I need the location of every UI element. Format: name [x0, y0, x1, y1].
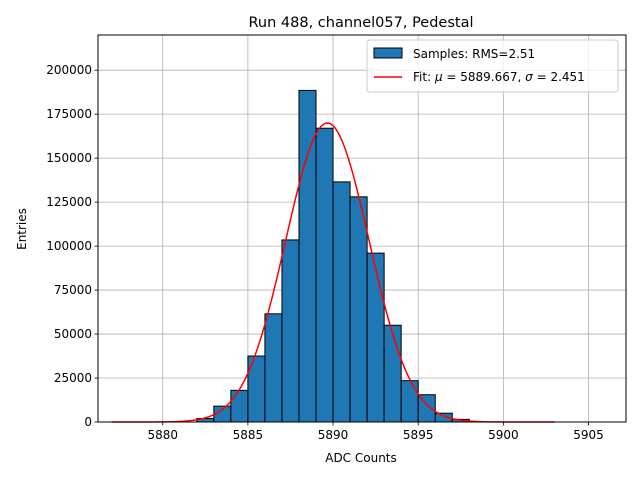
legend-fit-sigma-symbol: σ: [525, 70, 533, 84]
plot-frame: [97, 34, 627, 423]
x-tick-label: 5900: [488, 428, 519, 442]
x-tick-label: 5885: [233, 428, 264, 442]
histogram-bar: [315, 127, 334, 423]
histogram-bar: [230, 389, 249, 423]
legend-fit-sigma-text: = 2.451: [533, 70, 585, 84]
histogram-bar: [383, 324, 402, 423]
x-tick-label: 5895: [403, 428, 434, 442]
histogram-bar: [417, 394, 436, 423]
y-tick-label: 50000: [54, 327, 92, 341]
y-tick-label: 150000: [46, 151, 92, 165]
histogram-bar: [281, 239, 300, 423]
legend-swatch-samples: [373, 47, 403, 59]
chart-title: Run 488, channel057, Pedestal: [248, 15, 473, 31]
y-tick-label: 75000: [54, 283, 92, 297]
y-tick-label: 200000: [46, 63, 92, 77]
y-tick-label: 125000: [46, 195, 92, 209]
legend-box: [366, 39, 619, 93]
legend-label-fit: Fit: μ = 5889.667, σ = 2.451: [413, 70, 585, 84]
legend-fit-prefix: Fit:: [413, 70, 435, 84]
y-tick-label: 25000: [54, 371, 92, 385]
legend: Samples: RMS=2.51 Fit: μ = 5889.667, σ =…: [366, 39, 619, 93]
y-tick-label: 100000: [46, 239, 92, 253]
histogram-bar: [264, 313, 283, 423]
y-axis-ticks: 0 25000 50000 75000 100000 125000 150000 175000…: [46, 63, 98, 429]
legend-label-samples: Samples: RMS=2.51: [413, 47, 535, 61]
histogram-bar: [400, 380, 419, 423]
y-tick-label: 0: [84, 415, 92, 429]
y-tick-label: 175000: [46, 107, 92, 121]
histogram-bar: [332, 181, 351, 423]
x-axis-ticks: 5880 5885 5890 5895 5900 5905: [147, 422, 604, 442]
histogram-bar: [366, 252, 385, 423]
x-tick-label: 5880: [147, 428, 178, 442]
legend-fit-mu-text: = 5889.667,: [443, 70, 526, 84]
histogram-bar: [349, 196, 368, 423]
x-tick-label: 5905: [573, 428, 604, 442]
x-tick-label: 5890: [318, 428, 349, 442]
y-axis-label: Entries: [15, 208, 29, 250]
x-axis-label: ADC Counts: [325, 451, 397, 465]
legend-fit-mu-symbol: μ: [434, 70, 443, 84]
